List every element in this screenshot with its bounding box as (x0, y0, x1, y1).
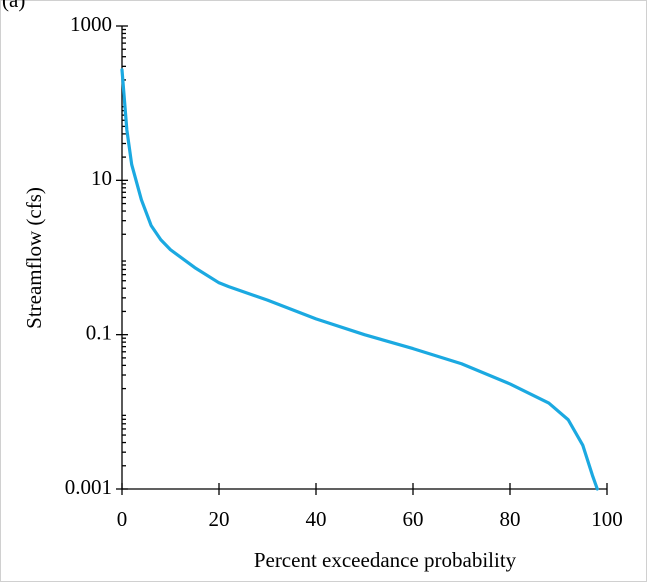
x-tick-label: 60 (403, 507, 424, 531)
y-axis-title: Streamflow (cfs) (22, 187, 46, 329)
x-tick-label: 0 (117, 507, 128, 531)
y-tick-label: 10 (91, 166, 112, 190)
x-axis-title: Percent exceedance probability (254, 548, 517, 572)
flow-curve (120, 68, 599, 491)
x-tick-label: 100 (591, 507, 623, 531)
y-tick-label: 1000 (70, 12, 112, 36)
y-tick-label: 0.1 (86, 320, 112, 344)
x-tick-label: 40 (306, 507, 327, 531)
y-tick-label: 0.001 (65, 475, 112, 499)
x-tick-label: 80 (500, 507, 521, 531)
panel-label: (a) (2, 0, 25, 12)
x-tick-label: 20 (209, 507, 230, 531)
